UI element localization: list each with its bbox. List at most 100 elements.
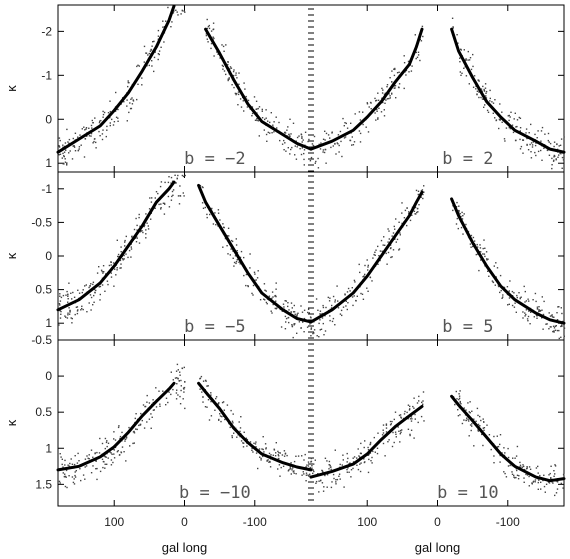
- data-point: [515, 311, 517, 313]
- data-point: [240, 106, 243, 108]
- data-point: [267, 131, 269, 134]
- data-point: [251, 447, 253, 449]
- data-point: [249, 441, 252, 443]
- data-point: [344, 136, 347, 138]
- data-point: [266, 140, 268, 142]
- data-point: [176, 363, 179, 366]
- data-point: [398, 249, 400, 251]
- data-point: [201, 202, 204, 204]
- data-point: [285, 321, 287, 323]
- data-point: [208, 27, 211, 30]
- data-point: [477, 79, 480, 81]
- data-point: [278, 121, 280, 124]
- data-point: [59, 295, 61, 297]
- data-point: [516, 445, 519, 448]
- data-point: [313, 329, 316, 331]
- data-point: [344, 293, 346, 295]
- data-point: [278, 455, 280, 457]
- data-point: [208, 419, 211, 421]
- data-point: [310, 335, 312, 337]
- data-point: [279, 475, 281, 477]
- data-point: [281, 454, 284, 456]
- data-point: [274, 455, 277, 457]
- data-point: [340, 140, 342, 143]
- data-point: [395, 241, 397, 243]
- data-point: [202, 207, 205, 209]
- data-point: [106, 445, 108, 448]
- data-point: [101, 138, 104, 141]
- data-point: [180, 389, 182, 392]
- data-point: [362, 123, 364, 126]
- data-point: [422, 403, 424, 405]
- data-point: [59, 482, 61, 484]
- data-point: [484, 247, 486, 249]
- data-point: [367, 471, 370, 474]
- data-point: [301, 136, 303, 138]
- data-point: [58, 146, 61, 148]
- data-point: [475, 420, 477, 422]
- data-point: [220, 420, 222, 423]
- data-point: [267, 120, 269, 122]
- data-point: [407, 418, 409, 420]
- data-point: [536, 315, 538, 317]
- data-point: [414, 413, 416, 416]
- data-point: [333, 477, 335, 480]
- data-point: [502, 294, 504, 296]
- data-point: [254, 119, 257, 121]
- y-tick-label: -0.5: [31, 333, 52, 347]
- data-point: [300, 134, 303, 136]
- data-point: [206, 406, 208, 408]
- data-point: [146, 421, 148, 423]
- data-point: [479, 247, 482, 249]
- data-point: [215, 396, 218, 398]
- data-point: [455, 223, 458, 225]
- data-point: [252, 284, 255, 287]
- data-point: [179, 403, 182, 405]
- data-point: [314, 162, 316, 164]
- data-point: [304, 453, 306, 456]
- data-point: [513, 474, 515, 477]
- data-point: [174, 174, 176, 176]
- data-point: [483, 427, 486, 429]
- data-point: [526, 468, 528, 470]
- data-point: [317, 309, 319, 311]
- data-point: [338, 144, 340, 147]
- data-point: [321, 317, 324, 319]
- data-point: [346, 291, 349, 293]
- data-point: [500, 289, 502, 292]
- data-point: [139, 231, 142, 233]
- data-point: [59, 153, 62, 155]
- data-point: [62, 144, 64, 146]
- y-tick-label: 0.5: [35, 283, 52, 297]
- data-point: [536, 308, 539, 310]
- data-point: [508, 119, 510, 122]
- data-point: [119, 437, 121, 440]
- data-point: [243, 82, 245, 84]
- y-axis-label: κ: [4, 419, 19, 426]
- data-point: [459, 57, 461, 59]
- data-point: [59, 139, 61, 142]
- data-point: [511, 304, 514, 307]
- data-point: [397, 86, 400, 88]
- data-point: [242, 446, 245, 448]
- data-point: [112, 124, 115, 126]
- data-point: [64, 315, 66, 317]
- data-point: [62, 163, 64, 165]
- data-point: [547, 481, 550, 483]
- data-point: [237, 104, 239, 106]
- data-point: [235, 74, 237, 76]
- data-point: [560, 138, 563, 140]
- data-point: [183, 195, 185, 197]
- data-point: [317, 473, 319, 475]
- data-point: [85, 128, 87, 130]
- data-point: [275, 442, 277, 444]
- data-point: [64, 459, 66, 462]
- data-point: [107, 442, 110, 444]
- data-point: [223, 409, 225, 411]
- data-point: [337, 134, 340, 136]
- data-point: [548, 474, 550, 476]
- data-point: [554, 473, 556, 475]
- data-point: [308, 312, 310, 314]
- data-point: [394, 411, 397, 413]
- data-point: [272, 454, 274, 456]
